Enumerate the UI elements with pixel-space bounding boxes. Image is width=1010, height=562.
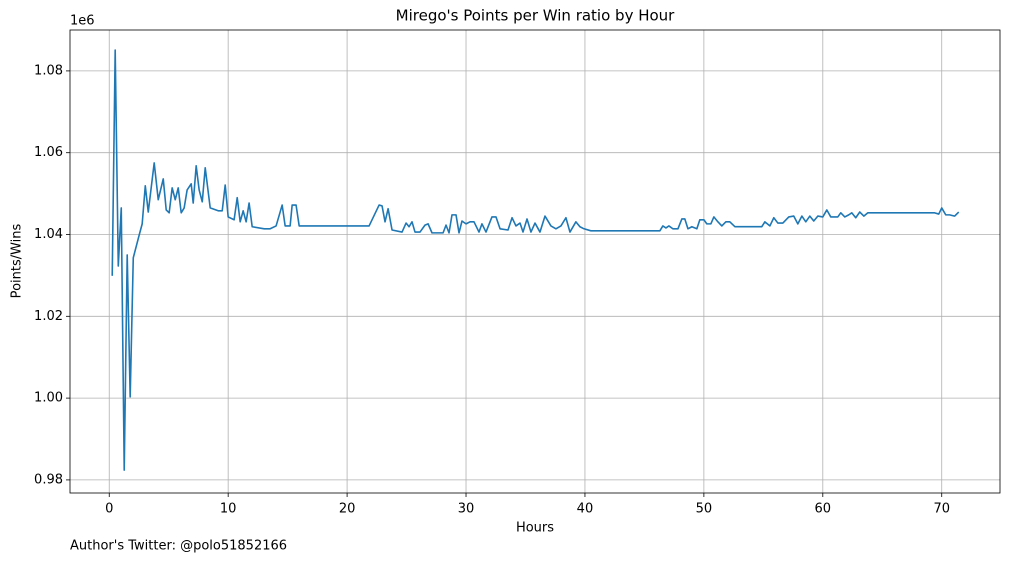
y-tick-label: 1.04 <box>34 227 63 242</box>
x-tick-label: 10 <box>220 502 237 517</box>
x-tick-label: 20 <box>339 502 356 517</box>
x-tick-label: 60 <box>815 502 832 517</box>
x-tick-label: 40 <box>577 502 594 517</box>
x-tick-label: 70 <box>933 502 950 517</box>
x-tick-label: 30 <box>458 502 475 517</box>
y-offset-label: 1e6 <box>70 14 95 29</box>
chart-title: Mirego's Points per Win ratio by Hour <box>396 7 676 25</box>
x-tick-label: 50 <box>696 502 713 517</box>
x-axis-label: Hours <box>516 521 554 536</box>
data-line <box>111 49 960 471</box>
y-tick-label: 1.02 <box>34 309 63 324</box>
y-tick-label: 1.00 <box>34 391 63 406</box>
footnote: Author's Twitter: @polo51852166 <box>70 539 287 554</box>
y-axis-label: Points/Wins <box>10 223 25 298</box>
x-tick-label: 0 <box>105 502 113 517</box>
y-tick-label: 0.98 <box>34 472 63 487</box>
y-tick-label: 1.06 <box>34 145 63 160</box>
plot-frame <box>69 29 1001 494</box>
y-tick-label: 1.08 <box>34 63 63 78</box>
